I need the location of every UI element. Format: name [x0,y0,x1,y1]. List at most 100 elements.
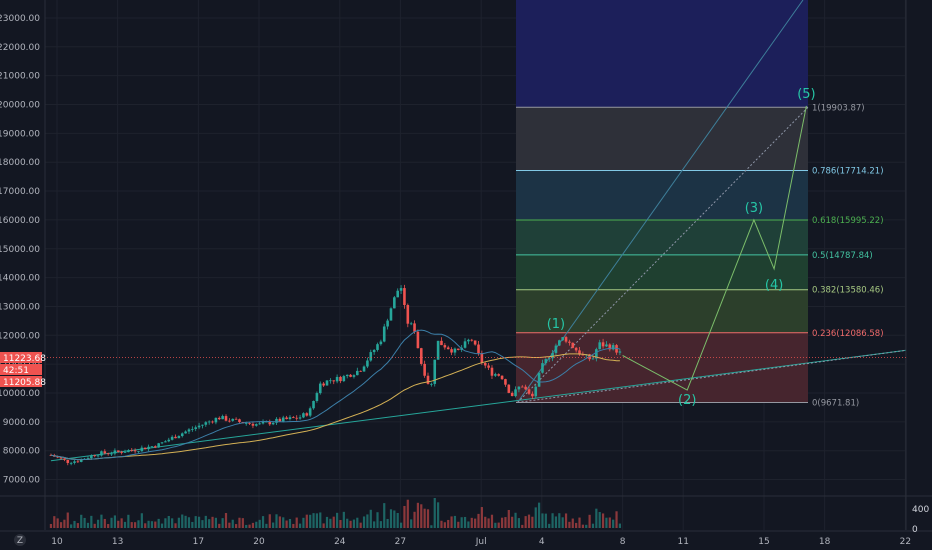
y-tick-label: 14000.00 [0,274,40,284]
volume-bar [491,515,493,528]
volume-bar [562,517,564,528]
fibonacci-retracement: 1(19903.87) 0.786(17714.21) 0.618(15995.22… [516,0,884,408]
candle-body [107,453,110,454]
volume-bar [67,513,69,528]
volume-bar [528,515,530,528]
y-tick-label: 16000.00 [0,216,40,226]
candle-body [565,337,568,342]
volume-bar [158,519,160,528]
volume-bar [545,514,547,528]
volume-bar [131,522,133,528]
candle-body [275,419,278,423]
candle-body [508,385,511,393]
y-tick-label: 15000.00 [0,245,40,255]
candle-body [454,349,457,353]
candle-body [410,323,413,324]
volume-bar [599,512,601,528]
volume-bar [424,509,426,528]
volume-bar [77,523,79,528]
candle-body [144,448,147,449]
candle-body [575,348,578,351]
volume-bar [195,516,197,528]
volume-bar [370,510,372,528]
fib-extension-zone [516,0,808,107]
candle-body [440,341,443,345]
candle-body [326,380,329,385]
volume-bar [262,516,264,528]
fib-zone [516,170,808,220]
candle-body [137,451,140,452]
volume-bar [73,521,75,528]
candle-body [272,423,275,424]
candle-body [218,418,221,419]
volume-bar [211,517,213,528]
volume-bar [296,518,298,528]
volume-bar [144,523,146,528]
candle-body [356,371,359,375]
x-tick-label: 24 [334,537,346,547]
volume-bar [474,519,476,528]
volume-bar [380,521,382,528]
candle-body [322,384,325,386]
volume-bar [323,523,325,528]
volume-bar [316,513,318,528]
volume-bar [235,524,237,528]
candle-body [329,380,332,381]
candle-body [521,387,524,388]
candle-body [380,342,383,345]
volume-bar [255,522,257,528]
volume-bar [417,503,419,528]
candle-body [494,374,497,376]
volume-bar [121,518,123,528]
candle-body [413,323,416,331]
candle-body [255,424,258,426]
volume-bar [84,518,86,528]
volume-bar [407,500,409,528]
volume-bar [134,522,136,528]
volume-bar [434,498,436,528]
volume-bar [232,520,234,528]
volume-bar [63,520,65,528]
volume-bar [161,524,163,528]
candle-body [171,437,174,440]
candle-body [201,425,204,426]
candle-body [282,418,285,422]
volume-bar [363,516,365,528]
y-tick-label: 10000.00 [0,389,40,399]
volume-bar [541,513,543,528]
volume-bar [531,517,533,528]
volume-bar [501,518,503,528]
candle-body [141,448,144,452]
candle-body [93,455,96,456]
volume-bar [360,523,362,528]
x-tick-label: 18 [819,537,831,547]
volume-bar [201,520,203,528]
zoom-toggle-button[interactable]: Z [14,534,26,546]
candle-body [359,371,362,372]
candle-body [484,363,487,366]
wave-label: (2) [678,393,696,408]
candle-body [117,450,120,451]
candle-body [396,291,399,298]
candle-body [491,368,494,376]
y-tick-label: 18000.00 [0,158,40,168]
candle-body [369,352,372,360]
candle-body [447,347,450,349]
candle-body [309,408,312,415]
candle-body [605,344,608,346]
volume-bar [90,516,92,528]
candle-body [403,288,406,305]
candle-body [534,387,537,397]
candle-body [571,343,574,348]
volume-bar [609,517,611,528]
candle-body [386,321,389,327]
volume-bar [151,521,153,528]
volume-bar [269,514,271,528]
candle-body [548,358,551,359]
volume-bar [57,518,59,528]
candle-body [235,419,238,420]
volume-bar [568,522,570,528]
volume-bar [356,518,358,528]
volume-bar [329,519,331,528]
